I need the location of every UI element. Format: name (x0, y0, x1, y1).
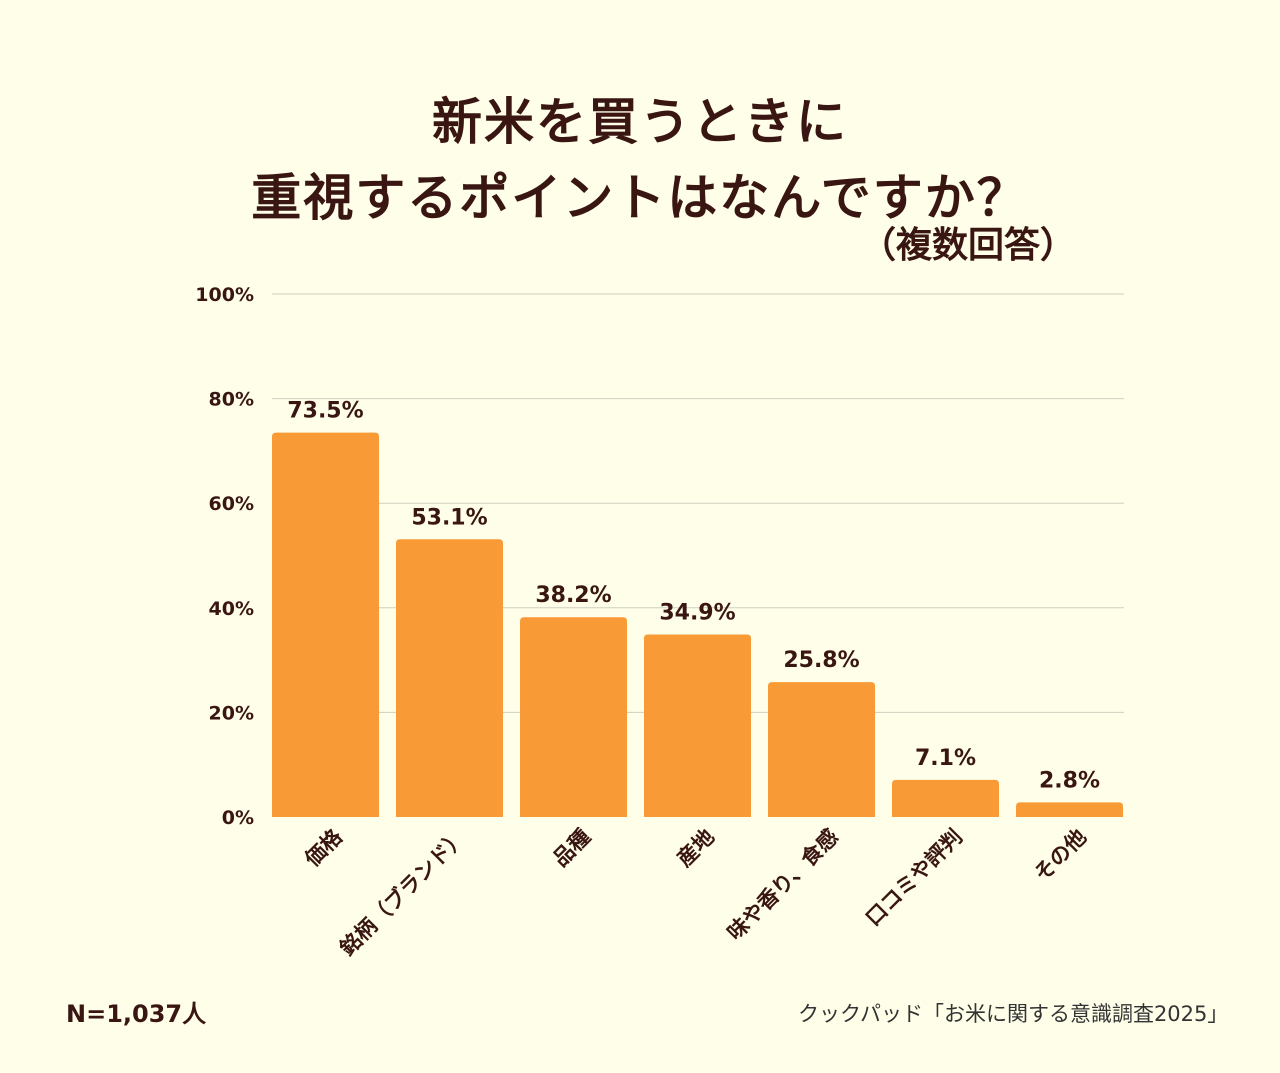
x-tick-label: その他 (1030, 825, 1092, 887)
bar (272, 432, 379, 817)
data-label: 7.1% (915, 746, 976, 771)
data-label: 25.8% (783, 648, 859, 673)
chart-title-line2: 重視するポイントはなんですか？ (251, 169, 1029, 227)
source-note: クックパッド「お米に関する意識調査2025」 (798, 1002, 1229, 1026)
y-tick-label: 0% (222, 807, 254, 829)
y-tick-label: 40% (209, 598, 254, 620)
y-tick-label: 60% (209, 493, 254, 515)
x-tick-label: 産地 (672, 825, 719, 872)
bar (768, 682, 875, 817)
bar (892, 779, 999, 817)
chart-title-line1: 新米を買うときに (432, 93, 848, 151)
bar (396, 539, 503, 817)
data-label: 53.1% (411, 505, 487, 530)
y-tick-label: 20% (209, 702, 254, 724)
y-tick-label: 100% (195, 284, 254, 306)
x-tick-label: 味や香り、食感 (723, 825, 843, 945)
data-label: 73.5% (287, 399, 363, 424)
x-tick-label: 口コミや評判 (861, 825, 967, 931)
bar (1016, 802, 1123, 817)
x-tick-label: 銘柄（ブランド） (335, 825, 471, 961)
bar (644, 634, 751, 817)
sample-size: N=1,037人 (66, 1000, 207, 1028)
y-tick-label: 80% (209, 389, 254, 411)
data-label: 2.8% (1039, 768, 1100, 793)
x-tick-label: 品種 (548, 825, 595, 872)
x-tick-label: 価格 (300, 824, 348, 872)
data-label: 34.9% (659, 600, 735, 625)
data-label: 38.2% (535, 583, 611, 608)
chart-subtitle: （複数回答） (860, 225, 1077, 266)
bar (520, 617, 627, 817)
